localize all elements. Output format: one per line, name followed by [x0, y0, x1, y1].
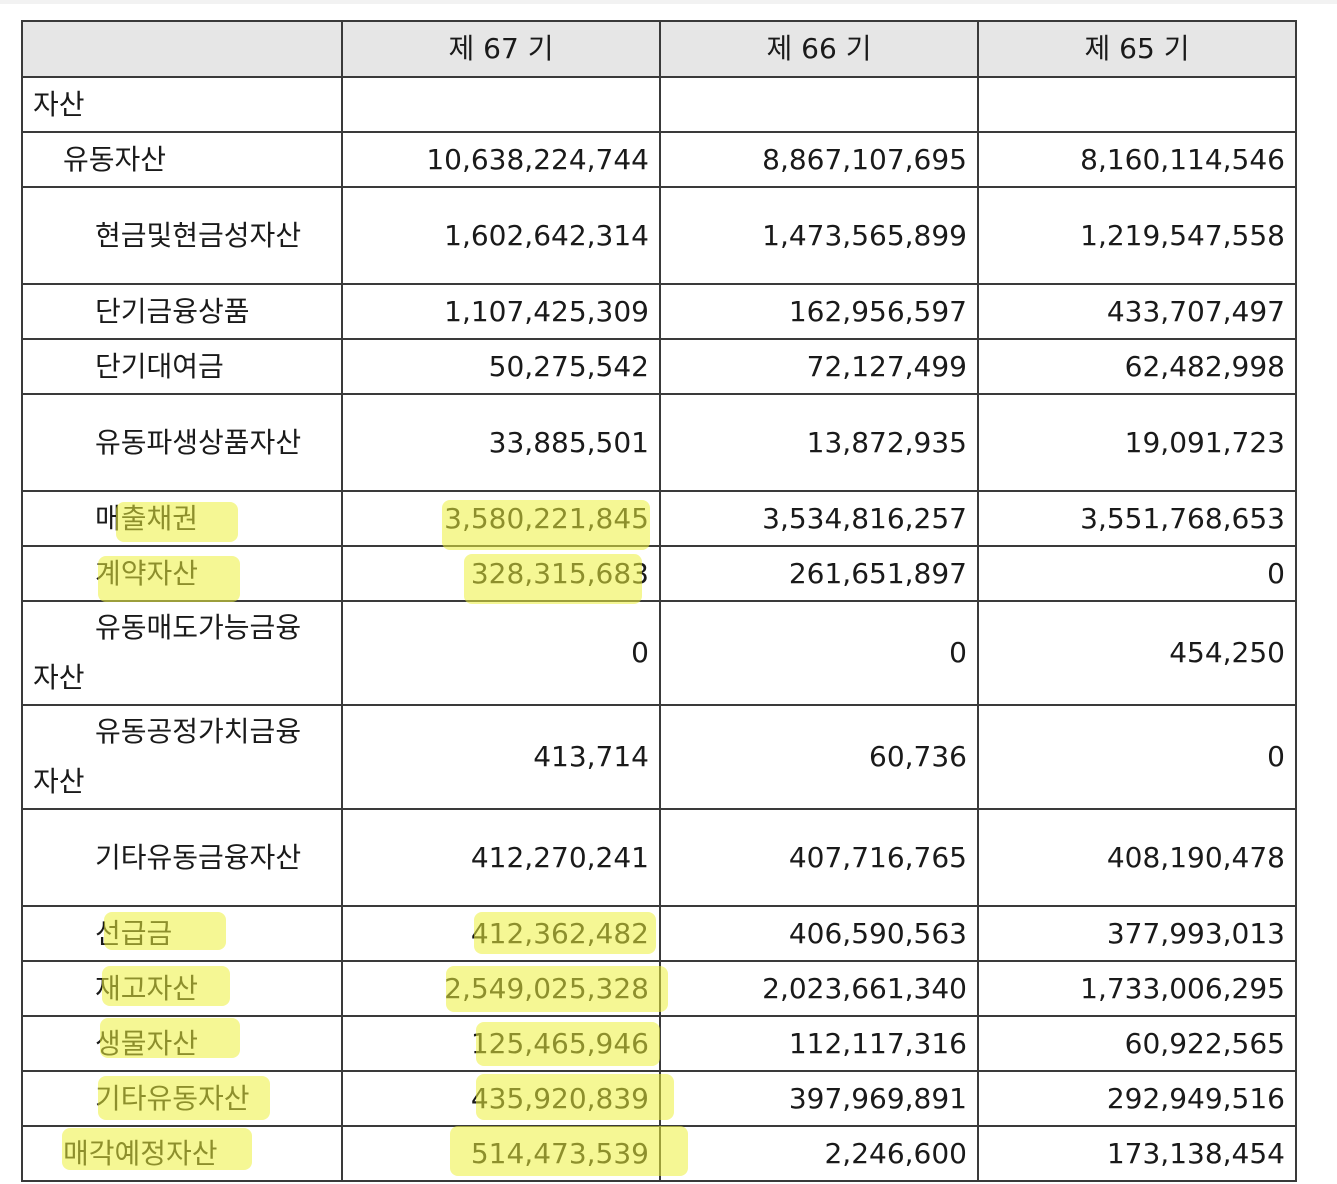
value-cell: 60,736: [659, 704, 979, 810]
value-cell: 435,920,839: [341, 1070, 661, 1127]
table-row: 자산: [21, 76, 1297, 133]
value-cell: 412,270,241: [341, 808, 661, 907]
value-cell: 1,107,425,309: [341, 283, 661, 340]
header-row: 제 67 기 제 66 기 제 65 기: [21, 20, 1297, 78]
header-period-65: 제 65 기: [977, 20, 1297, 78]
row-label: 매각예정자산: [21, 1125, 343, 1182]
row-label: 기타유동자산: [21, 1070, 343, 1127]
row-label-wrapped: 유동매도가능금융 자산: [21, 600, 343, 706]
row-label: 자산: [21, 76, 343, 133]
value-cell: 33,885,501: [341, 393, 661, 492]
table-row: 현금및현금성자산 1,602,642,314 1,473,565,899 1,2…: [21, 186, 1297, 285]
row-label-line2: 자산: [33, 661, 85, 694]
table-row: 유동매도가능금융 자산 0 0 454,250: [21, 600, 1297, 706]
value-cell: 3,534,816,257: [659, 490, 979, 547]
value-cell: 0: [659, 600, 979, 706]
value-cell: [977, 76, 1297, 133]
table-row: 계약자산 328,315,683 261,651,897 0: [21, 545, 1297, 602]
value-cell: 125,465,946: [341, 1015, 661, 1072]
value-cell: 19,091,723: [977, 393, 1297, 492]
value-cell: 514,473,539: [341, 1125, 661, 1182]
value-cell: 407,716,765: [659, 808, 979, 907]
table-row: 매각예정자산 514,473,539 2,246,600 173,138,454: [21, 1125, 1297, 1182]
value-cell: 3,551,768,653: [977, 490, 1297, 547]
value-cell: 2,549,025,328: [341, 960, 661, 1017]
row-label: 단기대여금: [21, 338, 343, 395]
value-cell: 50,275,542: [341, 338, 661, 395]
table-row: 유동파생상품자산 33,885,501 13,872,935 19,091,72…: [21, 393, 1297, 492]
value-cell: 328,315,683: [341, 545, 661, 602]
value-cell: 173,138,454: [977, 1125, 1297, 1182]
value-cell: 72,127,499: [659, 338, 979, 395]
header-period-67: 제 67 기: [341, 20, 661, 78]
table-row: 생물자산 125,465,946 112,117,316 60,922,565: [21, 1015, 1297, 1072]
value-cell: 406,590,563: [659, 905, 979, 962]
value-cell: 8,160,114,546: [977, 131, 1297, 188]
value-cell: 413,714: [341, 704, 661, 810]
value-cell: 1,733,006,295: [977, 960, 1297, 1017]
value-cell: [341, 76, 661, 133]
row-label: 현금및현금성자산: [21, 186, 343, 285]
value-cell: 1,602,642,314: [341, 186, 661, 285]
top-edge: [0, 0, 1337, 4]
value-cell: 261,651,897: [659, 545, 979, 602]
value-cell: 60,922,565: [977, 1015, 1297, 1072]
value-cell: 2,023,661,340: [659, 960, 979, 1017]
value-cell: 408,190,478: [977, 808, 1297, 907]
table-row: 기타유동금융자산 412,270,241 407,716,765 408,190…: [21, 808, 1297, 907]
table-row: 유동자산 10,638,224,744 8,867,107,695 8,160,…: [21, 131, 1297, 188]
value-cell: 433,707,497: [977, 283, 1297, 340]
value-cell: 1,473,565,899: [659, 186, 979, 285]
row-label-line1: 유동공정가치금융: [95, 715, 302, 748]
row-label-line1: 유동매도가능금융: [95, 611, 302, 644]
value-cell: 412,362,482: [341, 905, 661, 962]
value-cell: 8,867,107,695: [659, 131, 979, 188]
table-row: 재고자산 2,549,025,328 2,023,661,340 1,733,0…: [21, 960, 1297, 1017]
value-cell: 2,246,600: [659, 1125, 979, 1182]
value-cell: 0: [977, 704, 1297, 810]
value-cell: 112,117,316: [659, 1015, 979, 1072]
table-row: 단기금융상품 1,107,425,309 162,956,597 433,707…: [21, 283, 1297, 340]
row-label: 유동파생상품자산: [21, 393, 343, 492]
row-label: 생물자산: [21, 1015, 343, 1072]
table-row: 매출채권 3,580,221,845 3,534,816,257 3,551,7…: [21, 490, 1297, 547]
row-label: 단기금융상품: [21, 283, 343, 340]
row-label: 매출채권: [21, 490, 343, 547]
row-label: 계약자산: [21, 545, 343, 602]
value-cell: 62,482,998: [977, 338, 1297, 395]
value-cell: 0: [977, 545, 1297, 602]
row-label: 유동자산: [21, 131, 343, 188]
value-cell: 13,872,935: [659, 393, 979, 492]
balance-sheet-table: 제 67 기 제 66 기 제 65 기 자산 유동자산 10,638,224,…: [21, 20, 1297, 1182]
table-row: 기타유동자산 435,920,839 397,969,891 292,949,5…: [21, 1070, 1297, 1127]
value-cell: 0: [341, 600, 661, 706]
table-row: 단기대여금 50,275,542 72,127,499 62,482,998: [21, 338, 1297, 395]
row-label: 기타유동금융자산: [21, 808, 343, 907]
header-blank-cell: [21, 20, 343, 78]
value-cell: 162,956,597: [659, 283, 979, 340]
row-label: 재고자산: [21, 960, 343, 1017]
value-cell: 3,580,221,845: [341, 490, 661, 547]
row-label-line2: 자산: [33, 765, 85, 798]
table-row: 유동공정가치금융 자산 413,714 60,736 0: [21, 704, 1297, 810]
header-period-66: 제 66 기: [659, 20, 979, 78]
value-cell: 454,250: [977, 600, 1297, 706]
value-cell: 377,993,013: [977, 905, 1297, 962]
value-cell: [659, 76, 979, 133]
row-label-wrapped: 유동공정가치금융 자산: [21, 704, 343, 810]
value-cell: 10,638,224,744: [341, 131, 661, 188]
value-cell: 1,219,547,558: [977, 186, 1297, 285]
value-cell: 397,969,891: [659, 1070, 979, 1127]
value-cell: 292,949,516: [977, 1070, 1297, 1127]
row-label: 선급금: [21, 905, 343, 962]
table-row: 선급금 412,362,482 406,590,563 377,993,013: [21, 905, 1297, 962]
